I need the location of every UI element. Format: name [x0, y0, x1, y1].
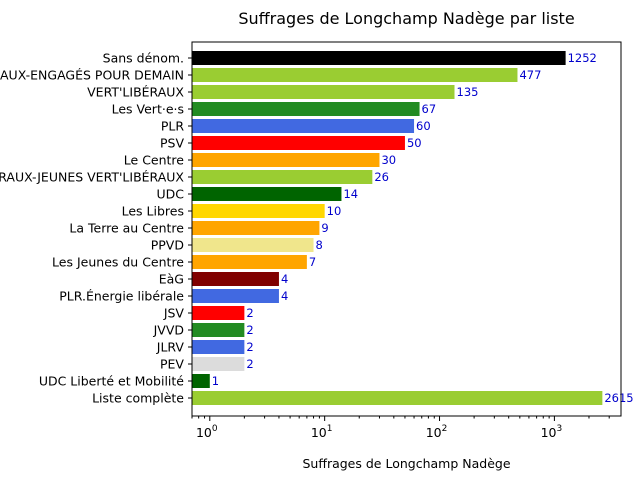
data-label: 2 — [246, 357, 253, 371]
category-label: Liste complète — [92, 391, 184, 406]
data-label: 7 — [309, 255, 316, 269]
bar — [192, 85, 455, 99]
x-axis-label: Suffrages de Longchamp Nadège — [302, 456, 510, 471]
chart-title: Suffrages de Longchamp Nadège par liste — [238, 9, 574, 28]
bar — [192, 374, 210, 388]
data-label: 14 — [343, 187, 358, 201]
bar — [192, 119, 415, 133]
category-label: UDC Liberté et Mobilité — [39, 374, 184, 389]
category-label: JLRV — [156, 340, 185, 355]
category-label: VERT'LIBÉRAUX-JEUNES VERT'LIBÉRAUX — [0, 170, 184, 185]
data-label: 30 — [381, 153, 396, 167]
data-label: 50 — [407, 136, 422, 150]
category-labels: Sans dénom. VERT'LIBÉRAUX-ENGAGÉS POUR DE… — [0, 51, 184, 406]
x-tick-label: 103 — [541, 424, 563, 440]
category-label: JSV — [163, 306, 185, 321]
category-label: Sans dénom. — [103, 51, 184, 66]
category-label: UDC — [156, 187, 184, 202]
data-label: 477 — [519, 68, 541, 82]
bar — [192, 272, 279, 286]
category-label: Les Libres — [122, 204, 184, 219]
data-label: 1252 — [568, 51, 597, 65]
bar — [192, 340, 245, 354]
plot-frame — [191, 41, 622, 417]
data-label: 8 — [316, 238, 323, 252]
bar — [192, 153, 380, 167]
bar — [192, 187, 342, 201]
category-label: PPVD — [151, 238, 184, 253]
category-label: PSV — [160, 136, 184, 151]
bar — [192, 289, 279, 303]
data-label: 2 — [246, 306, 253, 320]
category-label: PLR — [161, 119, 185, 134]
data-label: 2615 — [604, 391, 633, 405]
bar — [192, 102, 420, 116]
category-label: VERT'LIBÉRAUX — [87, 85, 184, 100]
x-tick-label: 101 — [311, 424, 333, 440]
bar — [192, 170, 373, 184]
data-label: 4 — [281, 272, 288, 286]
category-label: Les Jeunes du Centre — [52, 255, 184, 270]
category-label: PLR.Énergie libérale — [59, 289, 184, 304]
category-label: EàG — [159, 272, 184, 287]
bar — [192, 323, 245, 337]
bar — [192, 51, 566, 65]
data-label: 10 — [327, 204, 342, 218]
category-label: La Terre au Centre — [69, 221, 184, 236]
bars-layer — [192, 51, 603, 405]
bar — [192, 238, 314, 252]
data-label: 4 — [281, 289, 288, 303]
bar — [192, 391, 603, 405]
data-label: 1 — [212, 374, 219, 388]
x-tick-label: 102 — [426, 424, 448, 440]
category-label: PEV — [160, 357, 184, 372]
data-label: 60 — [416, 119, 431, 133]
data-label: 26 — [374, 170, 389, 184]
category-label: VERT'LIBÉRAUX-ENGAGÉS POUR DEMAIN — [0, 68, 184, 83]
bar — [192, 136, 405, 150]
category-label: Les Vert·e·s — [112, 102, 184, 117]
data-label: 9 — [321, 221, 328, 235]
category-label: Le Centre — [124, 153, 185, 168]
bar — [192, 357, 245, 371]
bar — [192, 204, 325, 218]
bar — [192, 306, 245, 320]
bar — [192, 68, 518, 82]
bar — [192, 255, 307, 269]
bar — [192, 221, 320, 235]
data-label: 135 — [457, 85, 479, 99]
data-label: 2 — [246, 340, 253, 354]
data-label: 2 — [246, 323, 253, 337]
data-label: 67 — [422, 102, 437, 116]
x-tick-label: 100 — [196, 424, 218, 440]
category-label: JVVD — [153, 323, 184, 338]
